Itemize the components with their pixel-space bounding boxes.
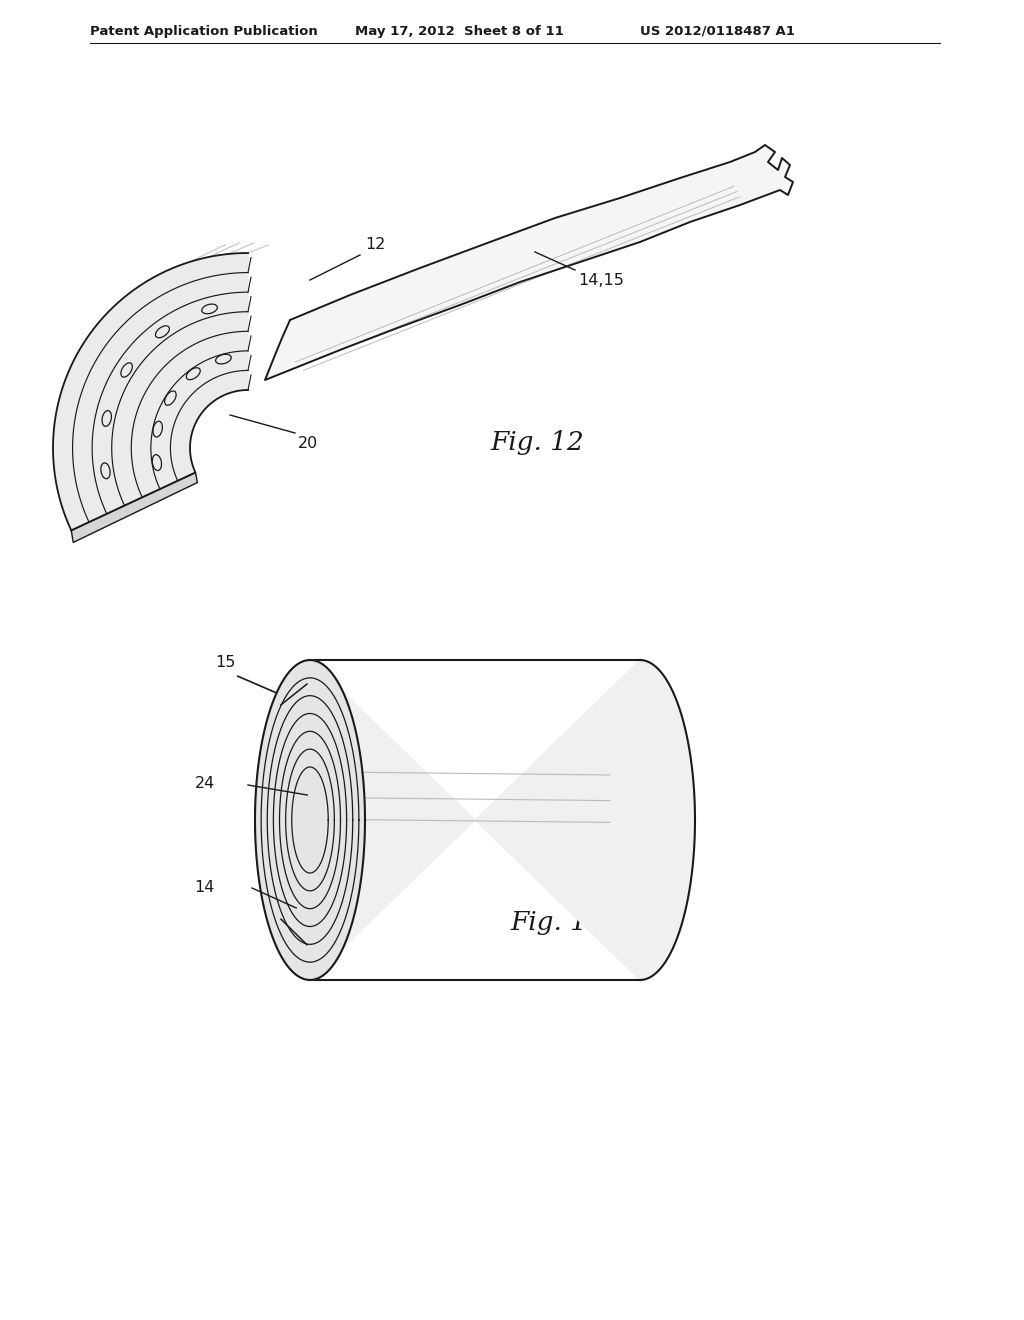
Text: May 17, 2012  Sheet 8 of 11: May 17, 2012 Sheet 8 of 11 bbox=[355, 25, 564, 38]
Text: 20: 20 bbox=[298, 436, 318, 451]
Text: Fig. 13: Fig. 13 bbox=[510, 909, 604, 935]
Polygon shape bbox=[72, 473, 198, 543]
Text: 15: 15 bbox=[215, 655, 236, 671]
Text: 14,15: 14,15 bbox=[578, 273, 624, 288]
Text: US 2012/0118487 A1: US 2012/0118487 A1 bbox=[640, 25, 795, 38]
Polygon shape bbox=[310, 660, 695, 979]
Polygon shape bbox=[255, 660, 365, 979]
Text: Patent Application Publication: Patent Application Publication bbox=[90, 25, 317, 38]
Text: 24: 24 bbox=[195, 776, 215, 791]
Polygon shape bbox=[265, 145, 793, 380]
Text: Fig. 12: Fig. 12 bbox=[490, 430, 584, 455]
Text: 12: 12 bbox=[365, 238, 385, 252]
Text: 14: 14 bbox=[195, 880, 215, 895]
Polygon shape bbox=[53, 253, 248, 531]
